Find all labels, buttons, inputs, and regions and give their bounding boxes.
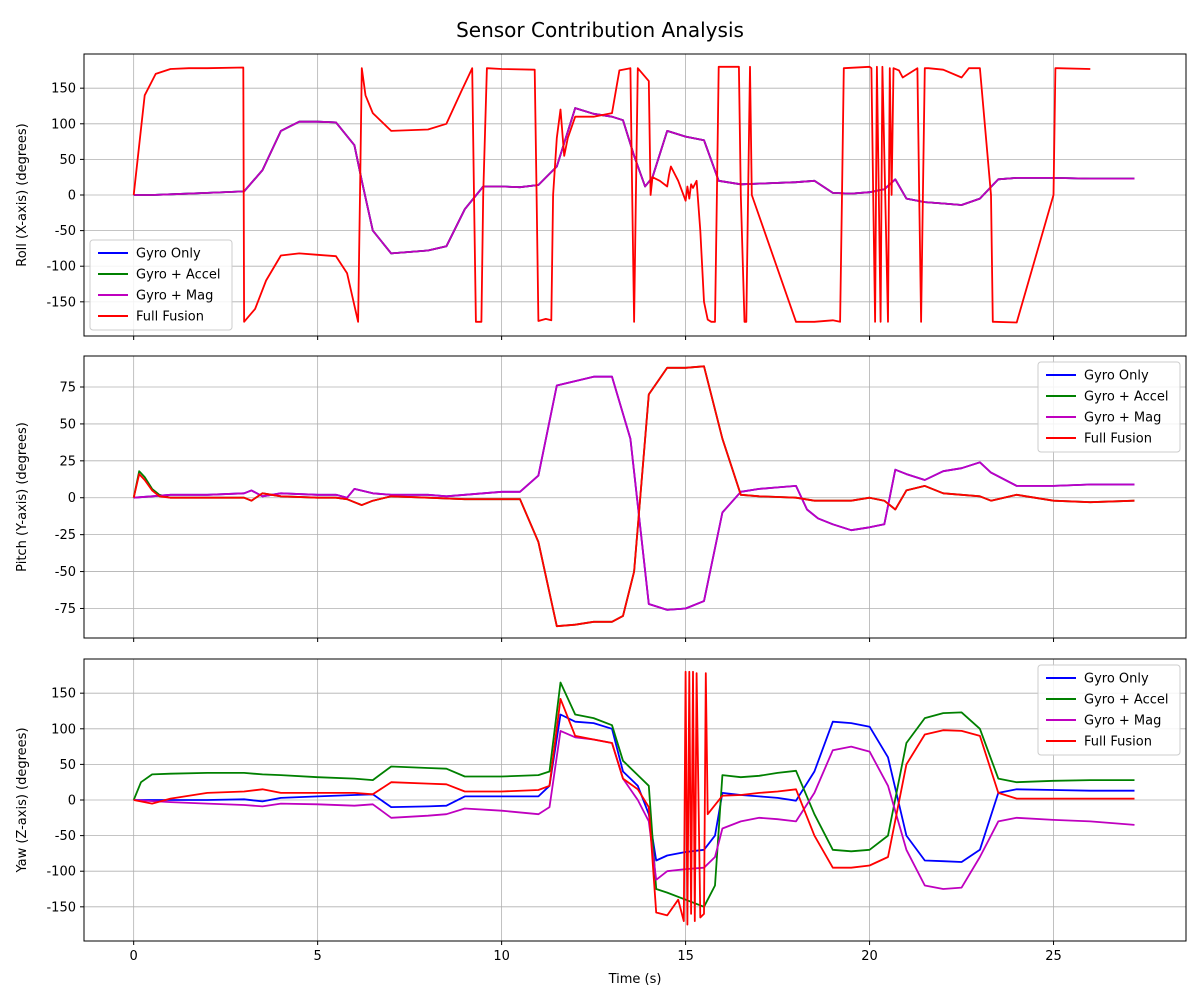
series-line-gyro-mag [133, 730, 1135, 890]
x-tick-label: 25 [1045, 949, 1062, 964]
legend-label: Full Fusion [136, 310, 204, 325]
y-tick-label: -25 [55, 528, 76, 543]
y-tick-label: 150 [51, 687, 76, 702]
x-axis-label: Time (s) [608, 972, 662, 987]
y-tick-label: 0 [68, 794, 76, 809]
y-tick-label: -75 [55, 602, 76, 617]
legend-label: Gyro + Accel [1084, 390, 1169, 405]
y-tick-label: 50 [59, 417, 76, 432]
x-tick-label: 15 [677, 949, 694, 964]
legend-label: Gyro + Accel [136, 268, 221, 283]
legend-label: Gyro + Accel [1084, 693, 1169, 708]
legend-label: Gyro Only [1084, 672, 1149, 687]
series-line-full-fusion [132, 65, 1091, 324]
y-tick-label: 50 [59, 153, 76, 168]
y-tick-label: 100 [51, 722, 76, 737]
plot-frame [83, 355, 1187, 639]
legend-label: Full Fusion [1084, 735, 1152, 750]
chart-panel-0: -150 -100 -50 0 50 100 150 Roll (X-axis) (degre… [15, 53, 1187, 340]
y-axis-label: Roll (X-axis) (degrees) [15, 123, 30, 267]
legend: Gyro Only Gyro + Accel Gyro + Mag Full Fusi… [1037, 664, 1181, 756]
y-tick-label: -150 [46, 900, 76, 915]
series-line-full-fusion [132, 365, 1135, 628]
chart-panel-1: -75 -50 -25 0 25 50 75 Pitch (Y-axis) (degrees)… [15, 355, 1187, 642]
x-tick-label: 5 [314, 949, 322, 964]
legend-label: Gyro + Mag [1084, 411, 1161, 426]
legend-label: Full Fusion [1084, 432, 1152, 447]
series-line-gyro-accel [132, 681, 1135, 908]
figure-title: Sensor Contribution Analysis [456, 18, 744, 42]
legend-label: Gyro + Mag [1084, 714, 1161, 729]
y-tick-label: 100 [51, 117, 76, 132]
series-line-gyro-mag [133, 375, 1135, 611]
x-tick-label: 20 [861, 949, 878, 964]
series-group [132, 670, 1135, 926]
legend-label: Gyro Only [1084, 369, 1149, 384]
y-axis-label: Pitch (Y-axis) (degrees) [15, 422, 30, 572]
y-tick-label: -100 [46, 260, 76, 275]
series-group [132, 365, 1135, 628]
legend: Gyro Only Gyro + Accel Gyro + Mag Full Fusi… [89, 239, 233, 331]
legend-label: Gyro Only [136, 247, 201, 262]
y-tick-label: 25 [59, 454, 76, 469]
y-tick-label: -50 [55, 224, 76, 239]
legend-box [89, 239, 233, 331]
legend-box [1037, 664, 1181, 756]
series-line-gyro-only [133, 713, 1135, 863]
legend-box [1037, 361, 1181, 453]
y-tick-label: 75 [59, 381, 76, 396]
series-line-full-fusion [133, 670, 1135, 926]
x-tick-label: 10 [493, 949, 510, 964]
y-tick-label: -150 [46, 295, 76, 310]
series-line-gyro-mag [133, 107, 1135, 255]
x-tick-label: 0 [130, 949, 138, 964]
y-tick-label: -50 [55, 829, 76, 844]
series-group [132, 65, 1135, 324]
y-tick-label: 0 [68, 491, 76, 506]
y-tick-label: -50 [55, 565, 76, 580]
legend-label: Gyro + Mag [136, 289, 213, 304]
y-tick-label: 50 [59, 758, 76, 773]
chart-panel-2: -150 -100 -50 0 50 100 150 0 5 10 15 20 25 Yaw (Z-axi… [15, 658, 1187, 987]
y-tick-label: 150 [51, 82, 76, 97]
legend: Gyro Only Gyro + Accel Gyro + Mag Full Fusi… [1037, 361, 1181, 453]
y-tick-label: 0 [68, 189, 76, 204]
y-axis-label: Yaw (Z-axis) (degrees) [15, 727, 30, 873]
y-tick-label: -100 [46, 865, 76, 880]
